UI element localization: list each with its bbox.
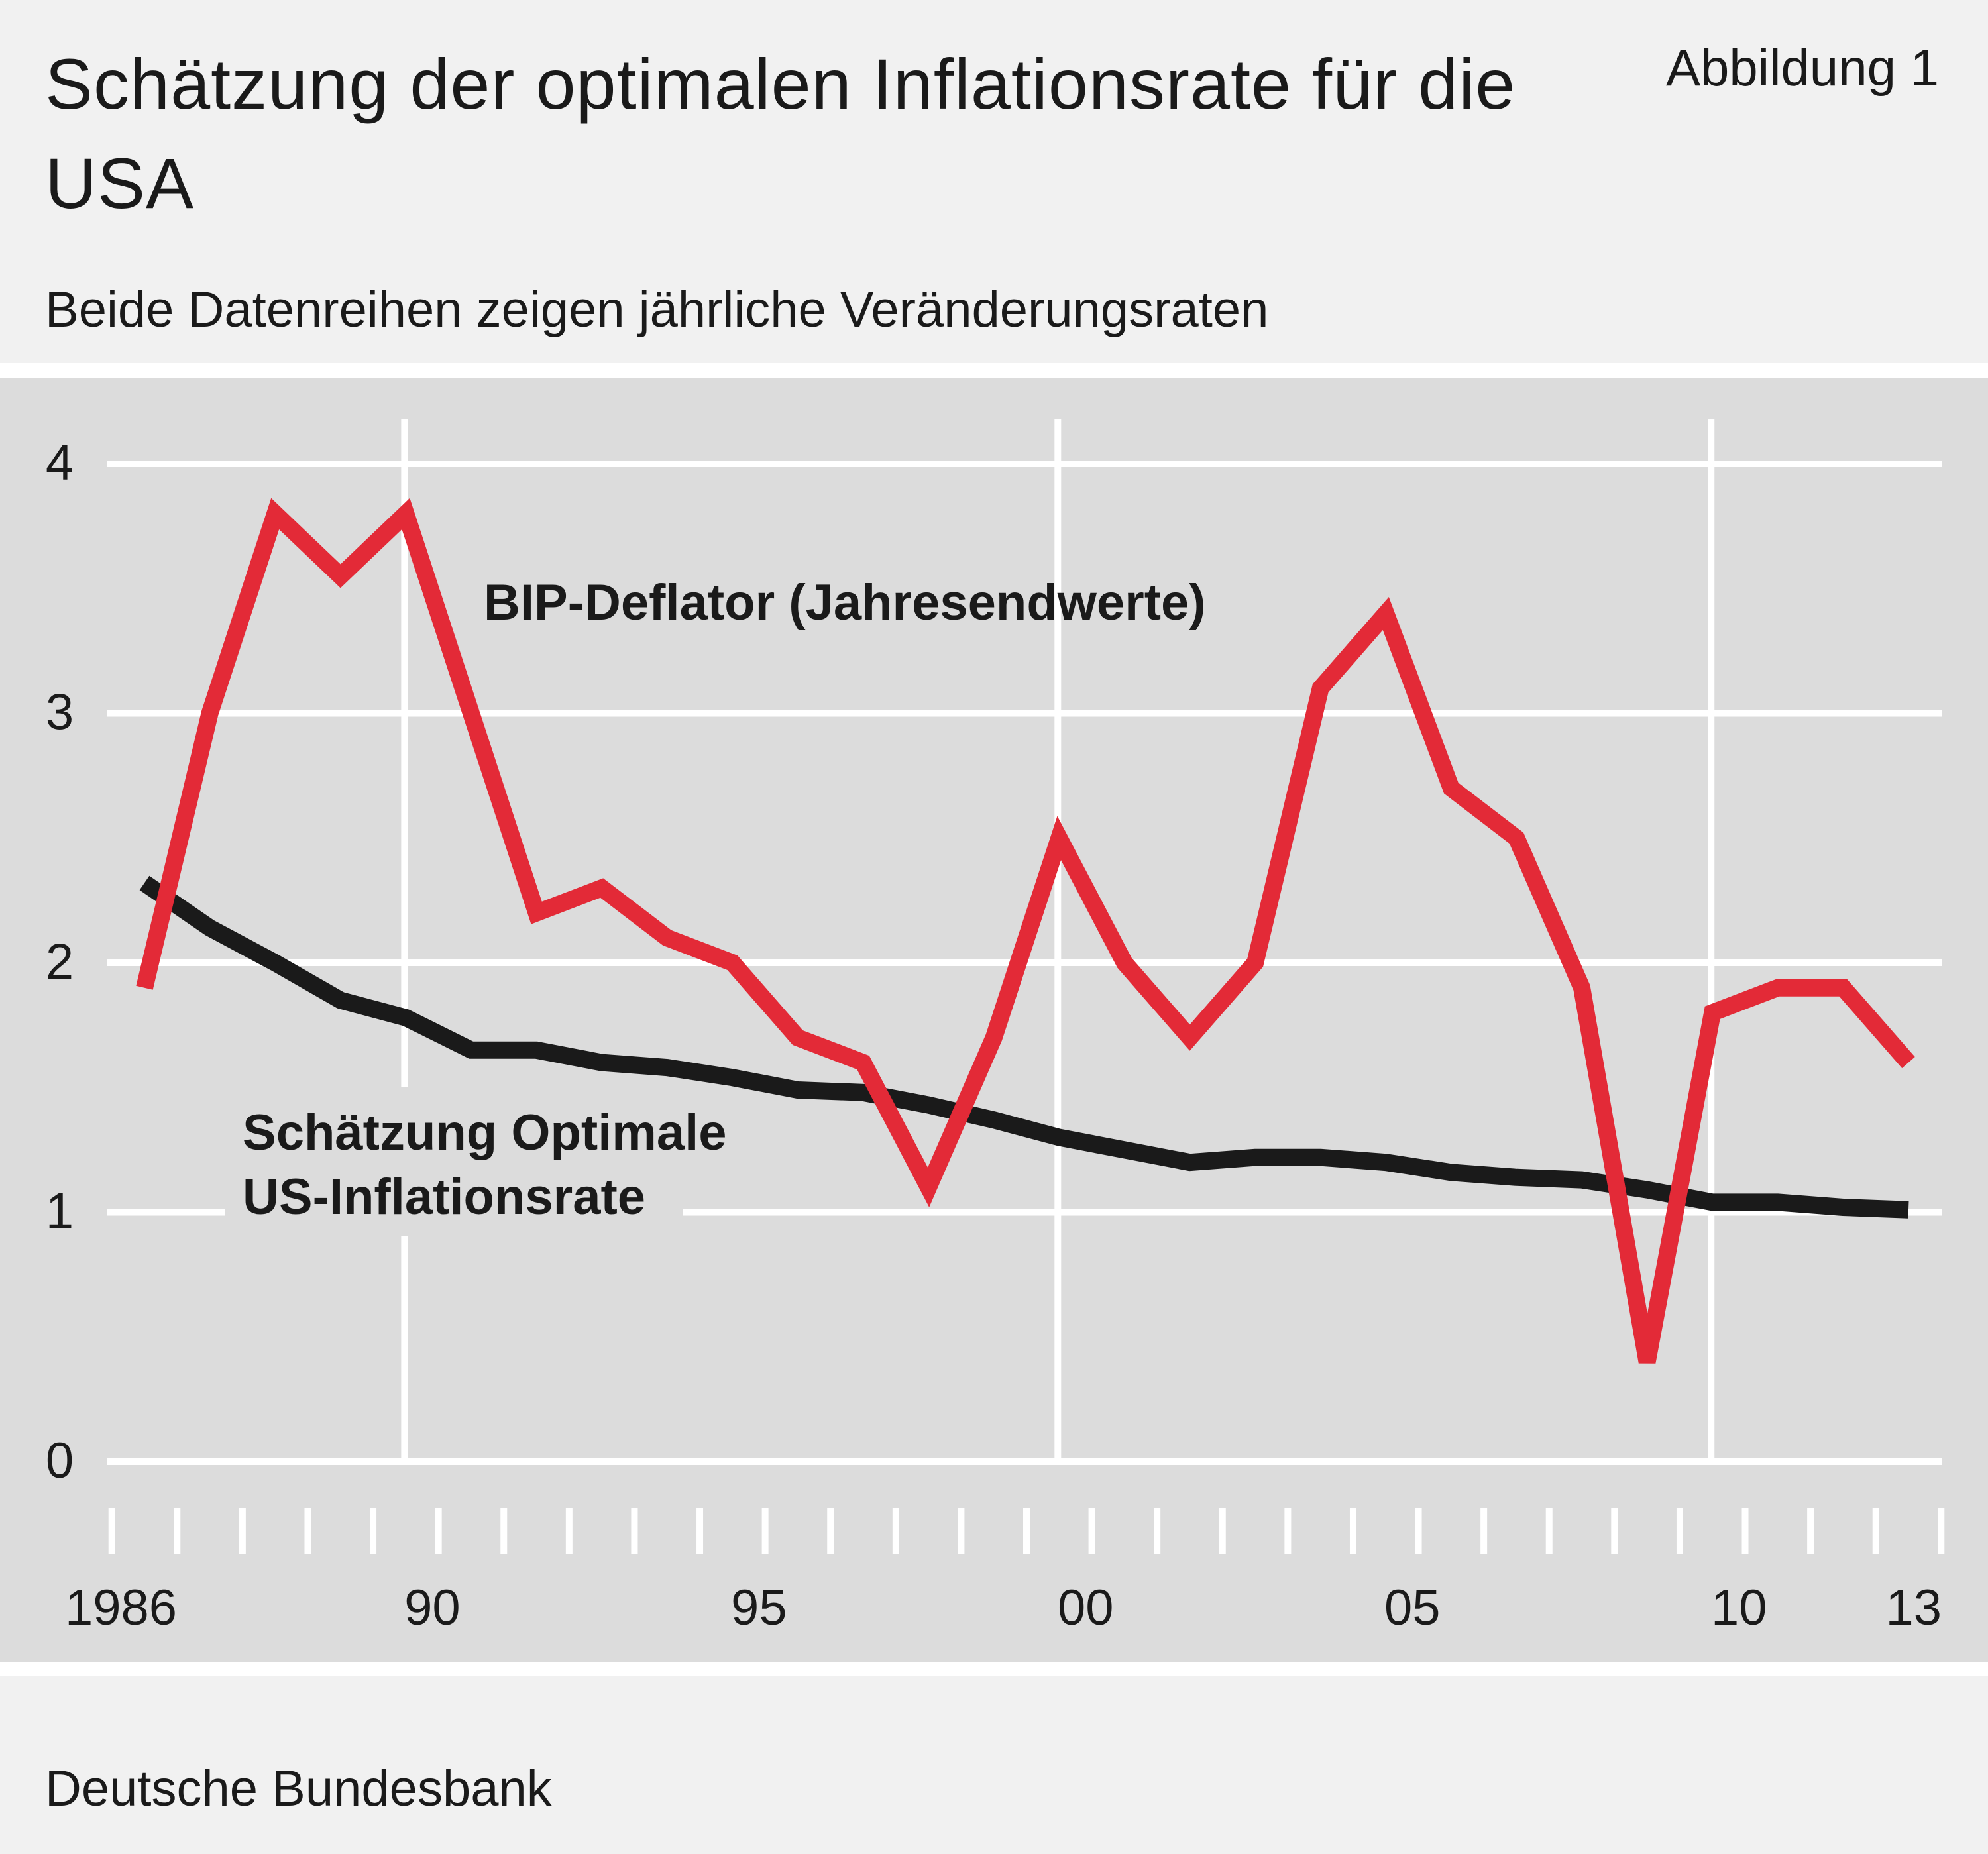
x-tick-labels: 1986 90 95 00 05 10 13 <box>65 1580 1942 1636</box>
annotation-optimal-line-2: US-Inflationsrate <box>243 1169 645 1225</box>
annotation-backgrounds <box>225 1087 683 1236</box>
y-tick-labels: 0 1 2 3 4 <box>46 435 74 1489</box>
x-tick-label: 90 <box>404 1580 461 1636</box>
y-tick-label: 0 <box>46 1433 74 1489</box>
annotation-mask <box>225 1087 683 1236</box>
y-tick-label: 4 <box>46 435 74 491</box>
source-note: Deutsche Bundesbank <box>45 1761 552 1817</box>
top-divider <box>0 363 1988 378</box>
page-title: Schätzung der optimalen Inflationsrate f… <box>45 44 1516 223</box>
annotation-optimal-line-1: Schätzung Optimale <box>243 1105 727 1161</box>
deflator-series-line <box>136 498 1915 1364</box>
x-tick-label: 10 <box>1711 1580 1767 1636</box>
x-tick-label: 1986 <box>65 1580 177 1636</box>
x-tick-label: 00 <box>1058 1580 1114 1636</box>
x-gridlines <box>401 419 1715 1462</box>
series-lines <box>136 498 1915 1364</box>
figure-label: Abbildung 1 <box>1665 38 1939 97</box>
y-tick-label: 2 <box>46 934 74 990</box>
x-tick-label: 95 <box>731 1580 787 1636</box>
bottom-divider <box>0 1662 1988 1676</box>
x-tick-label: 05 <box>1384 1580 1441 1636</box>
y-tick-label: 1 <box>46 1183 74 1240</box>
x-tick-label: 13 <box>1885 1580 1942 1636</box>
chart-subtitle: Beide Datenreihen zeigen jährliche Verän… <box>45 282 1269 338</box>
y-tick-label: 3 <box>46 684 74 741</box>
x-minor-ticks <box>108 1508 1945 1554</box>
annotation-deflator: BIP-Deflator (Jahresendwerte) <box>484 574 1206 631</box>
series-annotations: BIP-Deflator (Jahresendwerte) Schätzung … <box>243 574 1206 1225</box>
